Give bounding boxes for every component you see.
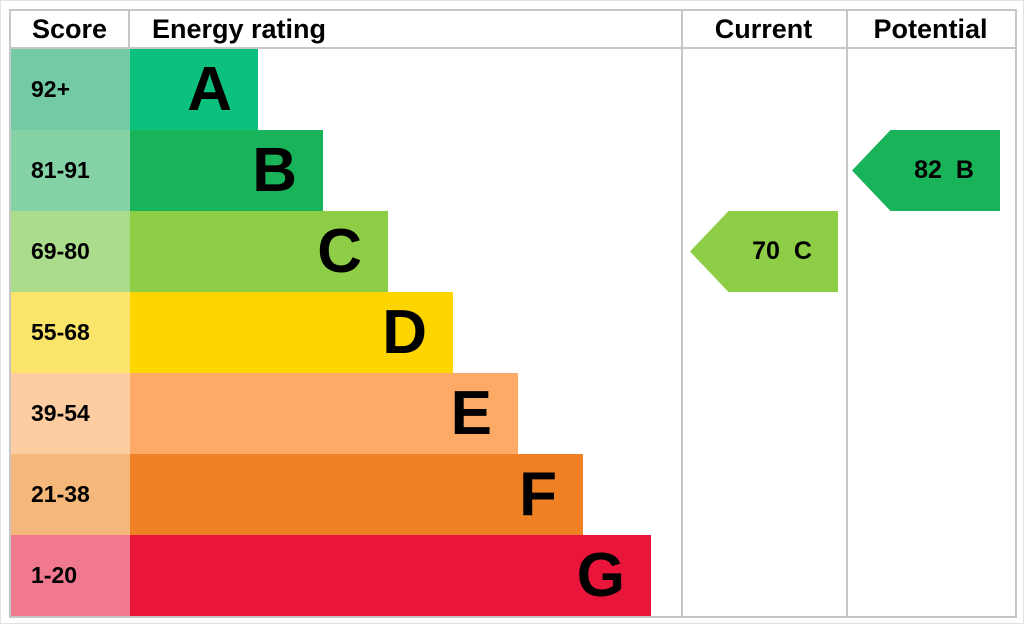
- rating-bands: 92+ A 81-91 B 69-80 C 55-68 D 39-54 E 21…: [11, 49, 681, 616]
- band-row-c: 69-80 C: [11, 211, 681, 292]
- score-range-e: 39-54: [11, 373, 130, 454]
- current-rating-arrow: 70 C: [690, 211, 838, 292]
- score-range-a: 92+: [11, 49, 130, 130]
- score-range-f: 21-38: [11, 454, 130, 535]
- potential-column-header: Potential: [873, 13, 988, 44]
- band-row-a: 92+ A: [11, 49, 681, 130]
- potential-rating-value: 82: [914, 156, 942, 184]
- band-row-e: 39-54 E: [11, 373, 681, 454]
- score-range-c: 69-80: [11, 211, 130, 292]
- score-range-b: 81-91: [11, 130, 130, 211]
- potential-column-divider: [846, 11, 848, 616]
- band-row-b: 81-91 B: [11, 130, 681, 211]
- score-column-header: Score: [11, 11, 130, 47]
- energy-rating-column-header: Energy rating: [152, 13, 327, 44]
- current-rating-letter: C: [793, 237, 812, 265]
- rating-bar-a: A: [130, 49, 258, 130]
- rating-bar-g: G: [130, 535, 651, 616]
- rating-bar-e: E: [130, 373, 518, 454]
- current-rating-value: 70: [752, 237, 780, 265]
- current-column-header: Current: [714, 13, 813, 44]
- score-range-d: 55-68: [11, 292, 130, 373]
- epc-rating-chart: Score Energy rating Current Potential 92…: [9, 9, 1017, 618]
- band-row-d: 55-68 D: [11, 292, 681, 373]
- rating-bar-b: B: [130, 130, 323, 211]
- current-column-divider: [681, 11, 683, 616]
- table-header-row: Score Energy rating Current Potential: [11, 11, 1015, 49]
- band-row-f: 21-38 F: [11, 454, 681, 535]
- potential-rating-letter: B: [955, 156, 974, 184]
- rating-bar-f: F: [130, 454, 583, 535]
- rating-bar-d: D: [130, 292, 453, 373]
- score-range-g: 1-20: [11, 535, 130, 616]
- rating-bar-c: C: [130, 211, 388, 292]
- potential-rating-arrow: 82 B: [852, 130, 1000, 211]
- band-row-g: 1-20 G: [11, 535, 681, 616]
